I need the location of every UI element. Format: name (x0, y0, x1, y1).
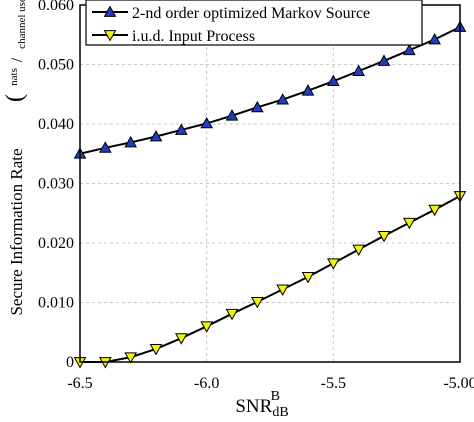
x-axis-label-main: SNR (235, 396, 272, 417)
data-point (276, 93, 290, 105)
legend-box (85, 0, 423, 46)
series-line-0 (79, 26, 461, 155)
data-point (174, 333, 188, 345)
x-axis-label-sub: dB (272, 405, 288, 420)
legend: 2-nd order optimized Markov Source i.u.d… (85, 0, 423, 46)
y-tick-label: 0.030 (38, 176, 74, 193)
data-point (428, 32, 442, 45)
data-point (124, 352, 138, 364)
data-point (402, 43, 416, 56)
legend-label-iud: i.u.d. Input Process (132, 28, 255, 45)
x-tick-label: -5.00 (443, 375, 474, 392)
grid (79, 4, 461, 363)
y-tick-label: 0.020 (38, 235, 74, 252)
y-tick-label: 0.050 (38, 57, 74, 74)
y-tick-label: 0.010 (38, 295, 74, 312)
data-point (98, 141, 112, 153)
x-tick-label: -6.0 (194, 375, 219, 392)
data-point (352, 64, 366, 76)
legend-marker-markov (103, 5, 117, 17)
y-axis-title: Secure Information Rate ( nats / channel… (2, 0, 28, 316)
data-point (326, 74, 340, 87)
tick-labels: -6.5 -6.0 -5.5 -5.00 0 0.010 0.020 0.030 0.040 0.… (38, 0, 474, 392)
data-point (200, 116, 214, 129)
data-point (377, 54, 391, 66)
data-point (402, 217, 416, 230)
y-tick-label: 0.060 (38, 0, 74, 14)
data-point (326, 258, 340, 270)
data-point (149, 344, 163, 356)
data-point (352, 244, 366, 257)
data-point (250, 100, 264, 113)
data-point (301, 84, 315, 96)
legend-label-markov: 2-nd order optimized Markov Source (132, 5, 370, 22)
data-point (250, 297, 264, 309)
y-tick-label: 0.040 (38, 116, 74, 133)
data-point (225, 109, 239, 121)
y-axis-unit-slash: / (9, 57, 26, 62)
x-tick-label: -6.5 (67, 375, 92, 392)
data-point (377, 230, 391, 243)
x-axis-title: SNRdBB (235, 389, 288, 420)
data-point (428, 204, 442, 217)
y-axis-unit-bottom: channel use (16, 0, 28, 49)
series-line-1 (80, 195, 461, 363)
data-point (200, 321, 214, 333)
data-point (301, 272, 315, 284)
x-axis-label-sup: B (271, 389, 280, 404)
data-point (174, 123, 188, 135)
series-lines (73, 20, 467, 369)
data-point (149, 129, 163, 142)
data-point (124, 135, 138, 148)
y-axis-unit-top: nats (8, 68, 20, 86)
y-tick-label: 0 (66, 354, 74, 371)
data-point (276, 284, 290, 296)
y-axis-unit-open-paren: ( (2, 94, 28, 102)
legend-marker-iud (103, 30, 117, 42)
y-axis-label-main: Secure Information Rate (7, 148, 26, 315)
x-tick-label: -5.5 (321, 375, 346, 392)
data-point (225, 308, 239, 321)
